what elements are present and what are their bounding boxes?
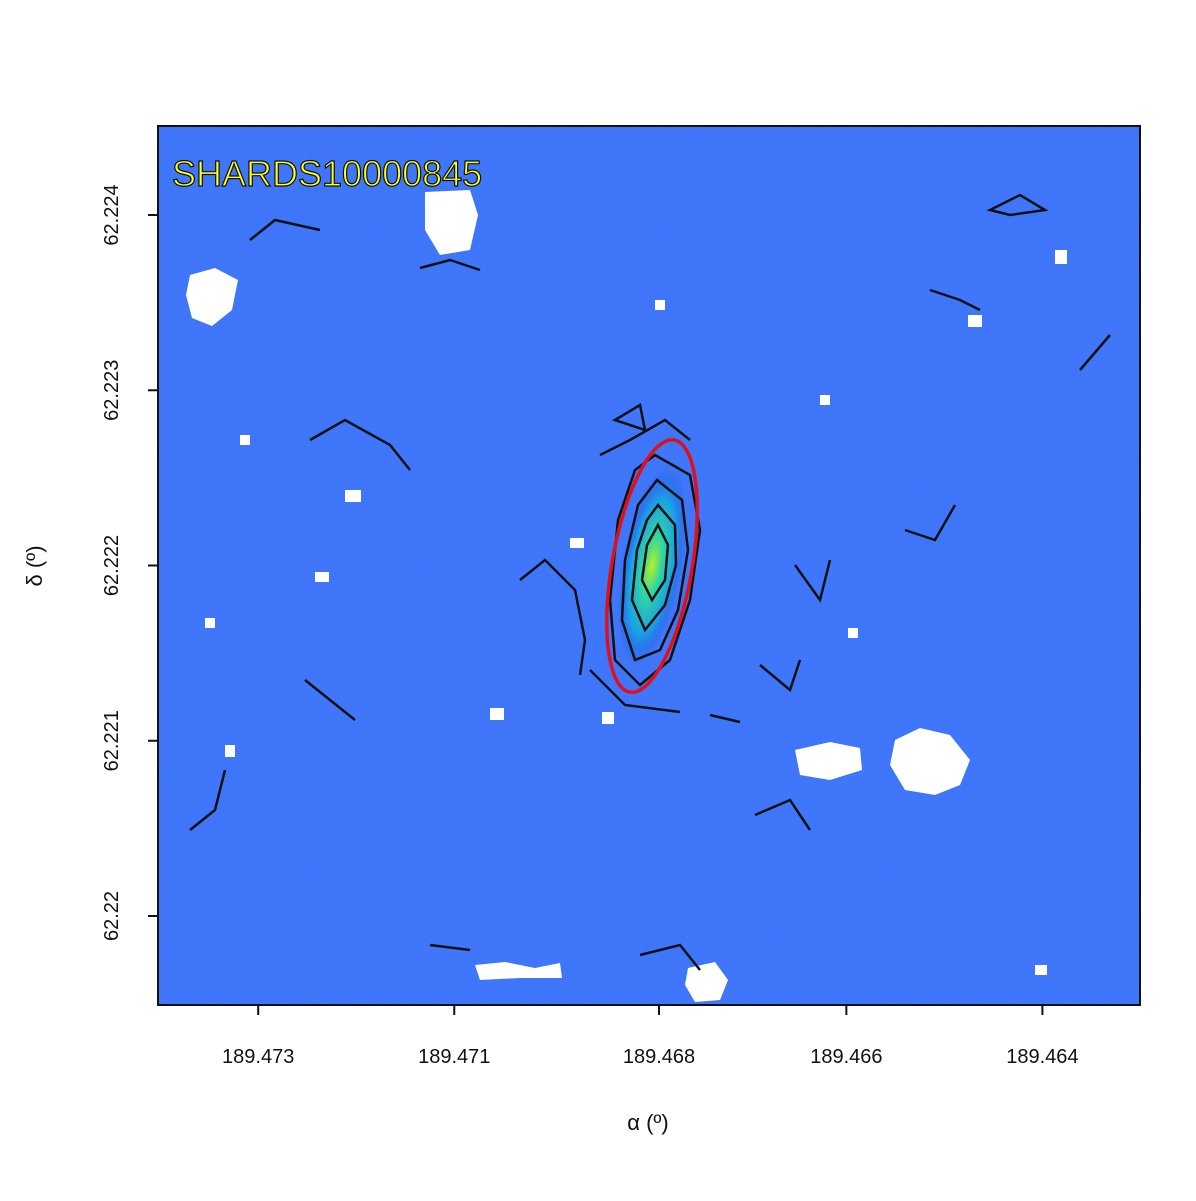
bright-sources <box>186 190 1067 1002</box>
aperture <box>605 438 699 694</box>
y-axis-label: δ (º) <box>22 545 47 586</box>
y-tick-label: 62.224 <box>101 184 123 245</box>
y-tick-label: 62.223 <box>101 360 123 421</box>
x-tick-label: 189.473 <box>222 1046 294 1068</box>
x-tick-label: 189.466 <box>810 1046 882 1068</box>
y-tick-label: 62.221 <box>101 710 123 771</box>
x-axis-label: α (º) <box>627 1110 669 1135</box>
y-tick-label: 62.222 <box>101 535 123 596</box>
object-id: SHARDS10000845 <box>172 153 482 194</box>
sky-image <box>158 126 1140 1005</box>
x-tick-label: 189.471 <box>418 1046 490 1068</box>
x-tick-label: 189.468 <box>623 1046 695 1068</box>
x-tick-label: 189.464 <box>1006 1046 1078 1068</box>
y-tick-label: 62.22 <box>101 891 123 941</box>
